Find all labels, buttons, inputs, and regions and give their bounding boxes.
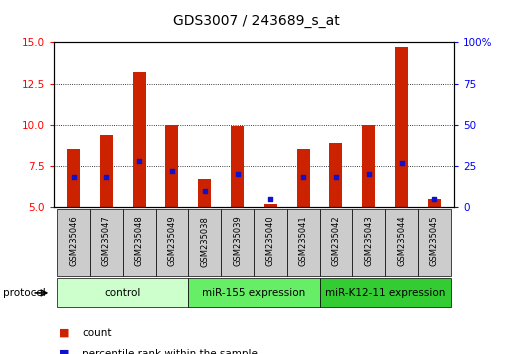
FancyBboxPatch shape [418,209,451,276]
Text: GSM235038: GSM235038 [200,216,209,267]
Bar [395,47,408,207]
FancyBboxPatch shape [57,209,90,276]
Bar [132,72,146,207]
Text: GSM235039: GSM235039 [233,216,242,267]
FancyBboxPatch shape [188,209,221,276]
Text: miR-155 expression: miR-155 expression [202,288,306,298]
Point [135,158,143,164]
FancyBboxPatch shape [57,279,188,307]
Point [365,171,373,177]
Text: miR-K12-11 expression: miR-K12-11 expression [325,288,445,298]
Text: count: count [82,328,112,338]
Bar [198,179,211,207]
Text: GDS3007 / 243689_s_at: GDS3007 / 243689_s_at [173,14,340,28]
Text: GSM235044: GSM235044 [397,216,406,267]
Point [398,160,406,165]
Bar [165,125,179,207]
Bar [264,204,277,207]
FancyBboxPatch shape [188,279,320,307]
FancyBboxPatch shape [123,209,155,276]
Text: GSM235047: GSM235047 [102,216,111,267]
Text: protocol: protocol [3,288,45,298]
Text: GSM235040: GSM235040 [266,216,275,267]
Point [69,175,77,180]
FancyBboxPatch shape [155,209,188,276]
Text: GSM235049: GSM235049 [167,216,176,267]
Point [168,168,176,174]
Point [266,196,274,202]
FancyBboxPatch shape [287,209,320,276]
FancyBboxPatch shape [320,209,352,276]
Text: percentile rank within the sample: percentile rank within the sample [82,349,258,354]
FancyBboxPatch shape [90,209,123,276]
Point [430,196,439,202]
FancyBboxPatch shape [352,209,385,276]
Point [201,188,209,193]
FancyBboxPatch shape [320,279,451,307]
FancyBboxPatch shape [385,209,418,276]
Text: GSM235045: GSM235045 [430,216,439,267]
Text: ■: ■ [59,328,69,338]
Bar [329,143,343,207]
Bar [67,149,80,207]
Text: GSM235041: GSM235041 [299,216,308,267]
Text: ■: ■ [59,349,69,354]
Point [299,175,307,180]
Text: GSM235043: GSM235043 [364,216,373,267]
Bar [297,149,310,207]
Text: GSM235046: GSM235046 [69,216,78,267]
Bar [100,135,113,207]
Bar [362,125,376,207]
Point [233,171,242,177]
FancyBboxPatch shape [221,209,254,276]
Bar [428,199,441,207]
Text: control: control [105,288,141,298]
Point [332,175,340,180]
Point [102,175,110,180]
Text: GSM235042: GSM235042 [331,216,341,267]
Bar [231,126,244,207]
FancyBboxPatch shape [254,209,287,276]
Text: GSM235048: GSM235048 [134,216,144,267]
